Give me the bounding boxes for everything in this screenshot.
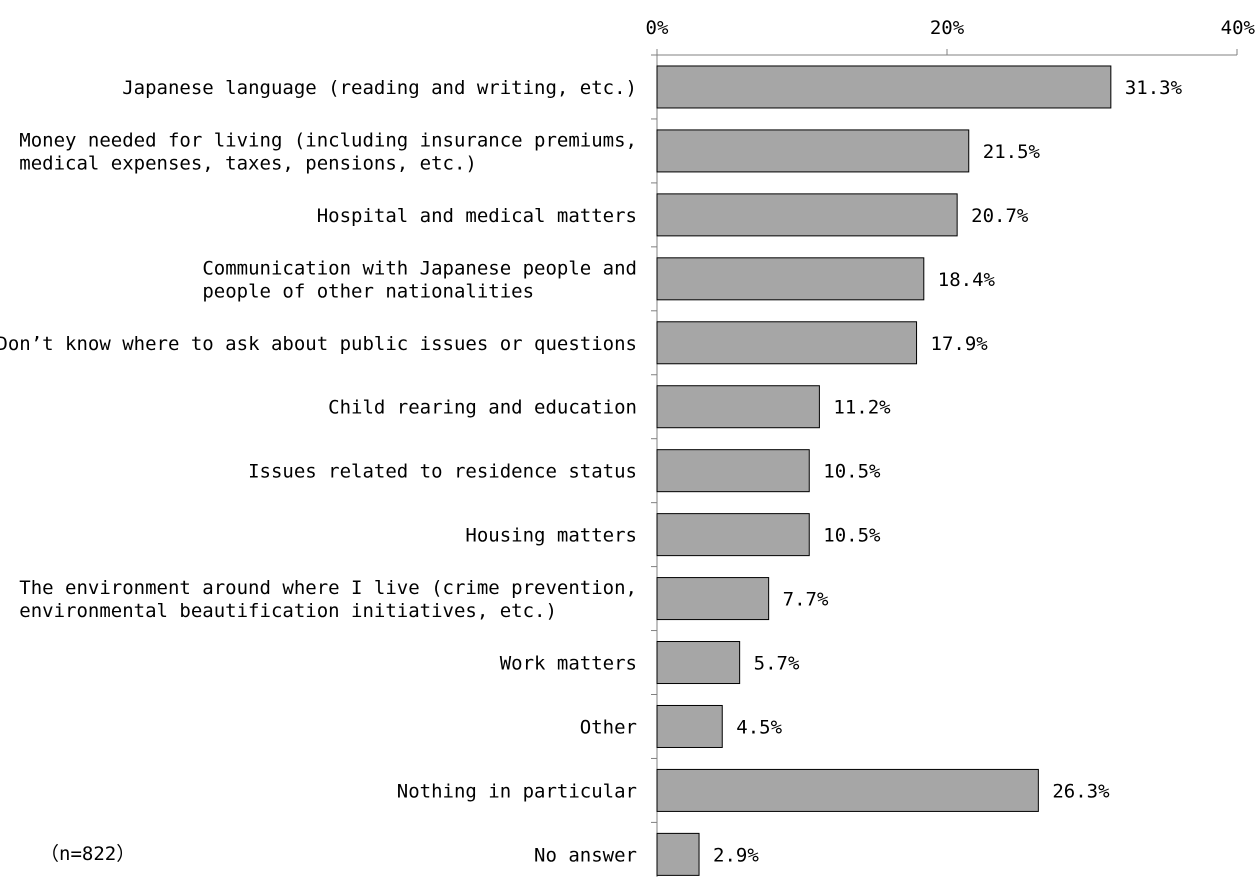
category-labels: Japanese language (reading and writing, … — [0, 77, 637, 866]
value-label: 2.9% — [713, 844, 759, 866]
x-tick-label: 40% — [1221, 17, 1256, 39]
value-label: 10.5% — [823, 525, 881, 547]
category-label: The environment around where I live (cri… — [19, 577, 637, 599]
bar — [656, 513, 810, 557]
bar — [656, 768, 1039, 812]
category-label: Communication with Japanese people and — [202, 257, 637, 279]
value-label: 26.3% — [1052, 780, 1110, 802]
category-label: Work matters — [500, 653, 637, 675]
category-label: Issues related to residence status — [248, 461, 637, 483]
value-labels: 31.3% 21.5% 20.7% 18.4% 17.9% 11.2% 10.5% 10.5%… — [713, 77, 1183, 866]
category-label: No answer — [534, 844, 637, 866]
x-tick-label: 0% — [646, 17, 669, 39]
bar — [656, 257, 925, 301]
value-label: 20.7% — [971, 205, 1029, 227]
category-label: Child rearing and education — [328, 397, 637, 419]
bar — [656, 641, 741, 685]
bar — [656, 65, 1112, 109]
bar — [656, 321, 918, 365]
category-label: Don’t know where to ask about public iss… — [0, 333, 637, 355]
category-label: Other — [580, 716, 637, 738]
bar — [656, 385, 820, 429]
category-label: Hospital and medical matters — [317, 205, 637, 227]
value-label: 10.5% — [823, 461, 881, 483]
category-label: Housing matters — [465, 525, 637, 547]
category-label: Japanese language (reading and writing, … — [122, 77, 637, 99]
category-label: Money needed for living (including insur… — [19, 129, 637, 151]
value-label: 18.4% — [938, 269, 996, 291]
bar — [656, 129, 970, 173]
bars — [656, 65, 1112, 876]
value-label: 7.7% — [783, 589, 829, 611]
value-label: 5.7% — [754, 653, 800, 675]
value-label: 21.5% — [983, 141, 1041, 163]
value-label: 4.5% — [736, 716, 782, 738]
sample-size-note: （n=822） — [40, 843, 135, 865]
value-label: 31.3% — [1125, 77, 1183, 99]
value-label: 17.9% — [931, 333, 989, 355]
bar — [656, 449, 810, 493]
category-label: environmental beautification initiatives… — [19, 600, 557, 622]
x-tick-label: 20% — [930, 17, 965, 39]
bar — [656, 832, 700, 876]
value-label: 11.2% — [833, 397, 891, 419]
bar — [656, 704, 723, 748]
category-label: medical expenses, taxes, pensions, etc.) — [19, 152, 477, 174]
bar — [656, 577, 770, 621]
bar — [656, 193, 958, 237]
category-label: people of other nationalities — [202, 280, 534, 302]
category-label: Nothing in particular — [397, 780, 637, 802]
